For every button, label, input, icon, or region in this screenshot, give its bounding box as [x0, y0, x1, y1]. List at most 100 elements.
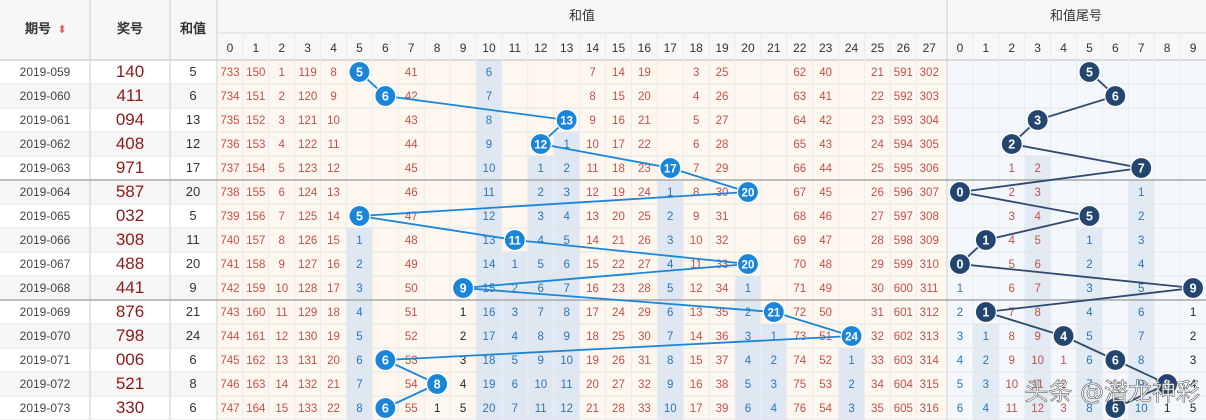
miss-cell-shade — [476, 372, 502, 396]
miss-cell-shade — [528, 300, 554, 324]
tail-miss-value: 9 — [1009, 355, 1015, 367]
sum-miss-value: 7 — [512, 403, 518, 415]
tail-miss-value: 6 — [1138, 307, 1144, 319]
tail-miss-value: 3 — [957, 331, 963, 343]
sum-cell: 11 — [186, 232, 200, 247]
miss-cell-shade — [1128, 396, 1154, 420]
sum-miss-value: 162 — [246, 355, 265, 367]
sum-miss-value: 603 — [894, 355, 913, 367]
sum-miss-value: 119 — [298, 67, 316, 79]
sum-miss-value: 7 — [279, 211, 285, 223]
sum-miss-value: 24 — [612, 307, 625, 319]
sum-miss-value: 5 — [693, 115, 699, 127]
tail-ball-label: 5 — [1086, 66, 1093, 80]
sum-miss-value: 47 — [405, 211, 418, 223]
sum-miss-value: 3 — [848, 403, 854, 415]
sum-miss-value: 307 — [920, 187, 939, 199]
sum-miss-value: 1 — [460, 307, 466, 319]
sum-miss-value: 54 — [405, 379, 418, 391]
sum-miss-value: 4 — [356, 307, 363, 319]
sum-miss-value: 303 — [920, 91, 939, 103]
sum-miss-value: 28 — [612, 403, 625, 415]
miss-cell-shade — [554, 156, 580, 180]
tail-miss-value: 4 — [1034, 211, 1041, 223]
sum-miss-value: 11 — [535, 403, 547, 415]
sum-miss-value: 9 — [667, 379, 673, 391]
sum-miss-value: 6 — [279, 187, 285, 199]
sum-miss-value: 40 — [819, 67, 832, 79]
table-header: 期号 ⬍ 奖号 和值 和值 和值尾号 0 1 2 3 4 5 6 7 8 9 10 11 12 13 14 1… — [25, 8, 1197, 55]
sum-miss-value: 32 — [871, 331, 884, 343]
sum-miss-value: 72 — [793, 307, 806, 319]
sum-miss-value: 9 — [563, 331, 569, 343]
sum-miss-value: 1 — [512, 259, 518, 271]
sum-miss-value: 16 — [690, 379, 703, 391]
sum-miss-value: 604 — [894, 379, 914, 391]
sum-miss-value: 127 — [298, 259, 317, 271]
miss-cell-shade — [1128, 300, 1154, 324]
tail-miss-value: 1 — [983, 331, 989, 343]
period-cell: 2019-069 — [20, 305, 71, 319]
tail-miss-value: 10 — [1005, 379, 1018, 391]
tail-column-label: 7 — [1138, 41, 1145, 55]
miss-cell-shade — [1025, 252, 1051, 276]
sum-miss-value: 49 — [819, 283, 832, 295]
sum-miss-value: 599 — [894, 259, 913, 271]
prize-cell: 308 — [116, 230, 144, 249]
sum-miss-value: 54 — [819, 403, 832, 415]
sum-miss-value: 311 — [920, 283, 938, 295]
sum-miss-value: 21 — [871, 67, 884, 79]
tail-ball-label: 0 — [956, 186, 963, 200]
sum-miss-value: 2 — [745, 307, 751, 319]
tail-miss-value: 2 — [957, 307, 963, 319]
sum-ball-label: 9 — [460, 282, 467, 296]
period-cell: 2019-070 — [20, 329, 71, 343]
tail-ball — [1052, 324, 1075, 348]
sum-miss-value: 743 — [220, 307, 239, 319]
sum-ball — [374, 396, 397, 420]
miss-cell-shade — [657, 228, 683, 252]
sort-icon[interactable]: ⬍ — [57, 23, 66, 36]
miss-cell-shade — [554, 180, 580, 204]
sum-miss-value: 29 — [871, 259, 884, 271]
sum-miss-value: 10 — [690, 235, 703, 247]
sum-ball-label: 5 — [356, 66, 363, 80]
row-background — [0, 84, 217, 108]
sum-column-label: 15 — [612, 41, 626, 55]
sum-miss-value: 23 — [612, 283, 625, 295]
period-cell: 2019-064 — [20, 185, 71, 199]
sum-miss-value: 7 — [693, 163, 699, 175]
sum-miss-value: 20 — [327, 355, 340, 367]
prize-cell: 140 — [116, 62, 144, 81]
sum-miss-value: 53 — [819, 379, 832, 391]
tail-column-label: 6 — [1112, 41, 1119, 55]
watermark: 头条 @潜龙神彩 — [1024, 378, 1200, 407]
sum-miss-value: 5 — [667, 283, 673, 295]
tail-miss-value: 4 — [1190, 379, 1197, 391]
tail-column-label: 1 — [983, 41, 990, 55]
sum-miss-value: 3 — [745, 331, 751, 343]
sum-ball — [529, 132, 552, 156]
sum-miss-value: 11 — [587, 163, 599, 175]
sum-miss-value: 71 — [793, 283, 806, 295]
sum-miss-value: 151 — [246, 91, 265, 103]
sum-miss-value: 2 — [848, 379, 854, 391]
sum-miss-value: 50 — [819, 307, 832, 319]
sum-miss-value: 7 — [538, 307, 544, 319]
sum-miss-value: 10 — [534, 379, 547, 391]
tail-ball-label: 6 — [1112, 90, 1119, 104]
miss-cell-shade — [528, 228, 554, 252]
tail-column-label: 8 — [1164, 41, 1171, 55]
miss-cell-shade — [1128, 372, 1154, 396]
miss-cell-shade — [554, 204, 580, 228]
miss-cell-shade — [502, 372, 528, 396]
sum-miss-value: 30 — [638, 331, 651, 343]
tail-miss-value: 9 — [1034, 331, 1040, 343]
tail-column-label: 0 — [957, 41, 964, 55]
sum-cell: 12 — [186, 136, 200, 151]
sum-miss-value: 18 — [612, 163, 625, 175]
miss-cell-shade — [657, 348, 683, 372]
sum-miss-value: 13 — [690, 307, 703, 319]
